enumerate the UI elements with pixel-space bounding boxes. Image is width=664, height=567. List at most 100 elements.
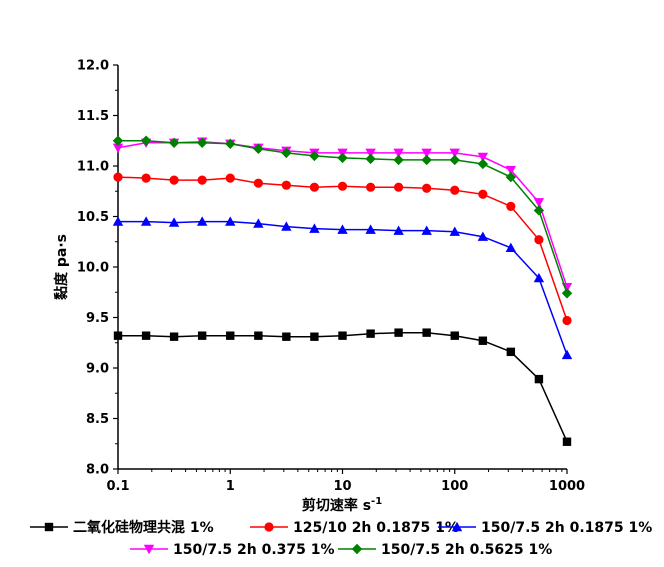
data-point xyxy=(226,331,235,340)
y-tick-label: 9.0 xyxy=(86,362,109,377)
x-tick-label: 10 xyxy=(333,479,351,494)
data-point xyxy=(197,331,207,340)
legend-marker xyxy=(351,543,363,555)
data-point xyxy=(169,332,179,341)
data-point xyxy=(562,315,572,326)
data-point xyxy=(421,225,432,235)
data-point xyxy=(281,221,292,231)
data-point xyxy=(112,143,124,154)
data-point xyxy=(450,331,459,340)
data-point xyxy=(449,226,460,236)
legend-marker xyxy=(143,544,155,555)
data-point xyxy=(196,137,208,148)
data-point xyxy=(421,154,432,166)
y-tick-label: 8.0 xyxy=(86,463,109,478)
legend-label: 二氧化硅物理共混 1% xyxy=(73,519,214,536)
data-point xyxy=(112,216,124,226)
data-point xyxy=(422,183,432,193)
legend-label: 150/7.5 2h 0.5625 1% xyxy=(381,542,552,558)
series-line xyxy=(117,141,568,288)
data-point xyxy=(561,288,573,299)
data-point xyxy=(365,224,376,234)
data-point xyxy=(421,148,432,159)
data-point xyxy=(393,182,404,192)
data-point xyxy=(168,137,180,148)
legend-label: 125/10 2h 0.1875 1% xyxy=(293,520,459,536)
data-point xyxy=(534,374,544,384)
x-tick-label: 0.1 xyxy=(106,479,129,494)
data-point xyxy=(533,198,545,208)
series-layer xyxy=(112,135,573,446)
data-point xyxy=(505,242,517,253)
x-tick-label: 100 xyxy=(441,479,468,494)
data-point xyxy=(140,135,152,146)
data-point xyxy=(393,154,404,166)
axes: 8.0 8.5 9.0 9.5 10.0 10.5 11.0 11.5 12.0 0.1 1 10 10… xyxy=(77,59,585,495)
data-point xyxy=(309,150,320,162)
data-point xyxy=(141,173,151,183)
data-point xyxy=(449,154,460,166)
x-axis-title: 剪切速率 s-1 xyxy=(302,496,382,514)
legend-item: 150/7.5 2h 0.5625 1% xyxy=(338,542,552,558)
data-point xyxy=(281,147,292,159)
series-5 xyxy=(112,135,573,299)
data-point xyxy=(112,135,124,146)
data-point xyxy=(309,223,320,233)
data-point xyxy=(505,165,517,176)
data-point xyxy=(534,235,544,245)
y-tick-label: 11.0 xyxy=(77,160,109,175)
data-point xyxy=(253,143,264,155)
legend-item: 150/7.5 2h 0.375 1% xyxy=(130,542,335,558)
data-point xyxy=(253,218,264,228)
x-tick-label: 1 xyxy=(226,479,235,494)
legend-label: 150/7.5 2h 0.1875 1% xyxy=(481,520,652,536)
data-point xyxy=(477,152,489,163)
data-point xyxy=(310,332,319,341)
data-point xyxy=(422,328,431,337)
data-point xyxy=(478,336,488,345)
data-point xyxy=(477,231,489,241)
y-tick-label: 11.5 xyxy=(77,109,109,124)
data-point xyxy=(450,185,460,195)
data-point xyxy=(253,178,263,188)
data-point xyxy=(168,217,180,227)
data-point xyxy=(169,175,179,185)
data-point xyxy=(366,329,375,338)
series-line xyxy=(118,331,568,443)
legend: 二氧化硅物理共混 1% 125/10 2h 0.1875 1% 150/7.5 2h… xyxy=(30,519,652,558)
data-point xyxy=(506,347,516,357)
y-tick-label: 10.0 xyxy=(77,261,109,276)
y-tick-label: 9.5 xyxy=(86,311,109,326)
series-2 xyxy=(113,172,572,326)
data-point xyxy=(337,181,348,191)
series-1 xyxy=(113,328,572,446)
legend-item: 二氧化硅物理共混 1% xyxy=(30,519,214,536)
data-point xyxy=(196,216,208,226)
data-point xyxy=(337,224,348,234)
data-point xyxy=(394,328,403,337)
data-point xyxy=(561,349,573,360)
legend-label: 150/7.5 2h 0.375 1% xyxy=(173,542,335,558)
y-axis-title: 黏度 pa·s xyxy=(53,234,70,300)
data-point xyxy=(478,189,488,199)
legend-marker xyxy=(44,522,54,532)
series-3 xyxy=(112,216,573,360)
data-point xyxy=(225,173,235,183)
data-point xyxy=(393,148,404,159)
data-point xyxy=(225,138,236,149)
data-point xyxy=(506,201,516,211)
data-point xyxy=(366,182,376,192)
data-point xyxy=(254,331,263,340)
data-point xyxy=(477,158,489,170)
data-point xyxy=(533,272,545,283)
data-point xyxy=(197,175,207,185)
data-point xyxy=(338,331,347,340)
legend-marker xyxy=(451,521,463,532)
series-line xyxy=(117,176,568,321)
data-point xyxy=(365,148,376,159)
y-tick-label: 10.5 xyxy=(77,210,109,225)
data-point xyxy=(505,171,517,183)
data-point xyxy=(365,153,376,165)
data-point xyxy=(393,225,404,235)
